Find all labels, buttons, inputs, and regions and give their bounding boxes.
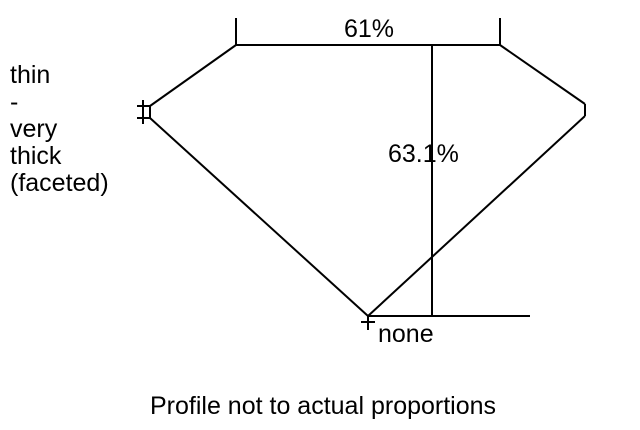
crown-left	[149, 44, 237, 107]
girdle-label-line: very	[10, 115, 58, 143]
pavilion-right	[367, 115, 586, 317]
pavilion-left	[149, 117, 369, 317]
depth-percent-label: 63.1%	[388, 140, 459, 168]
table-percent-label: 61%	[344, 15, 395, 43]
girdle-label: thin - very thick (faceted)	[10, 62, 109, 197]
girdle-label-line: thin	[10, 61, 51, 89]
culet-label: none	[378, 320, 434, 348]
girdle-label-line: -	[10, 88, 19, 116]
girdle-label-line: (faceted)	[10, 169, 109, 197]
girdle-label-line: thick	[10, 142, 62, 170]
crown-right	[499, 44, 586, 105]
caption: Profile not to actual proportions	[150, 392, 497, 420]
